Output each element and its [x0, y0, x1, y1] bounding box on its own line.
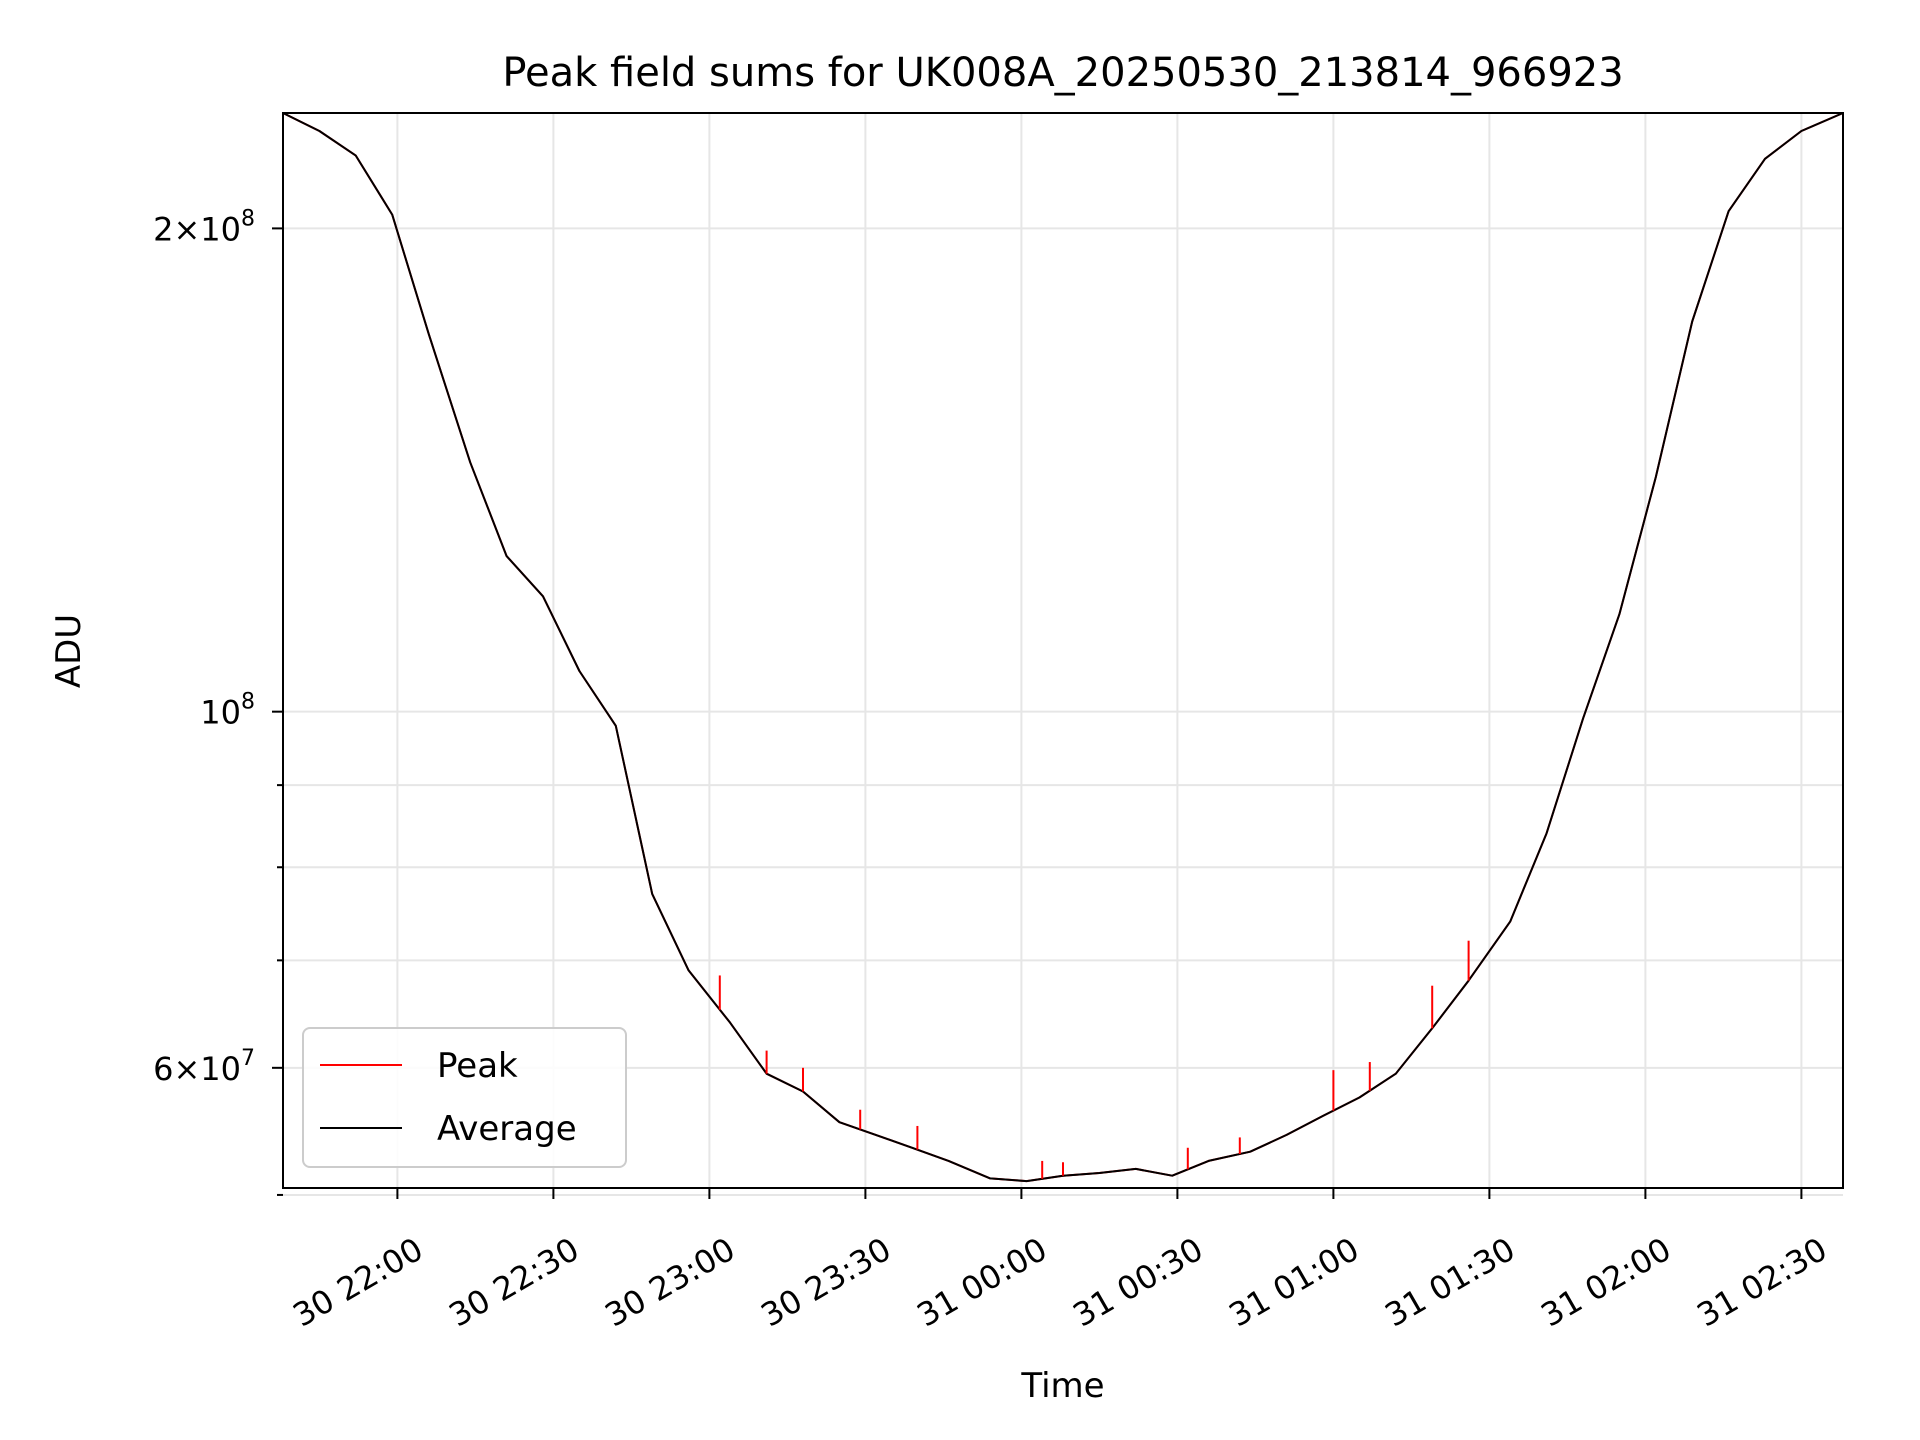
- series-layer: [282, 112, 1844, 1183]
- legend-label-average: Average: [437, 1109, 577, 1149]
- legend-label-peak: Peak: [437, 1046, 518, 1086]
- y-axis-label: ADU: [49, 614, 89, 688]
- y-tick-label: 6×107: [153, 1046, 255, 1088]
- legend-box: [302, 1027, 627, 1168]
- grid: [283, 113, 1843, 1196]
- x-axis-label: Time: [1020, 1366, 1104, 1406]
- y-tick-label: 2×108: [153, 206, 255, 248]
- chart-title: Peak field sums for UK008A_20250530_2138…: [502, 50, 1623, 96]
- series-line-average: [282, 112, 1844, 1183]
- plot-frame: [282, 112, 1844, 1189]
- legend: Peak Average: [302, 1027, 627, 1168]
